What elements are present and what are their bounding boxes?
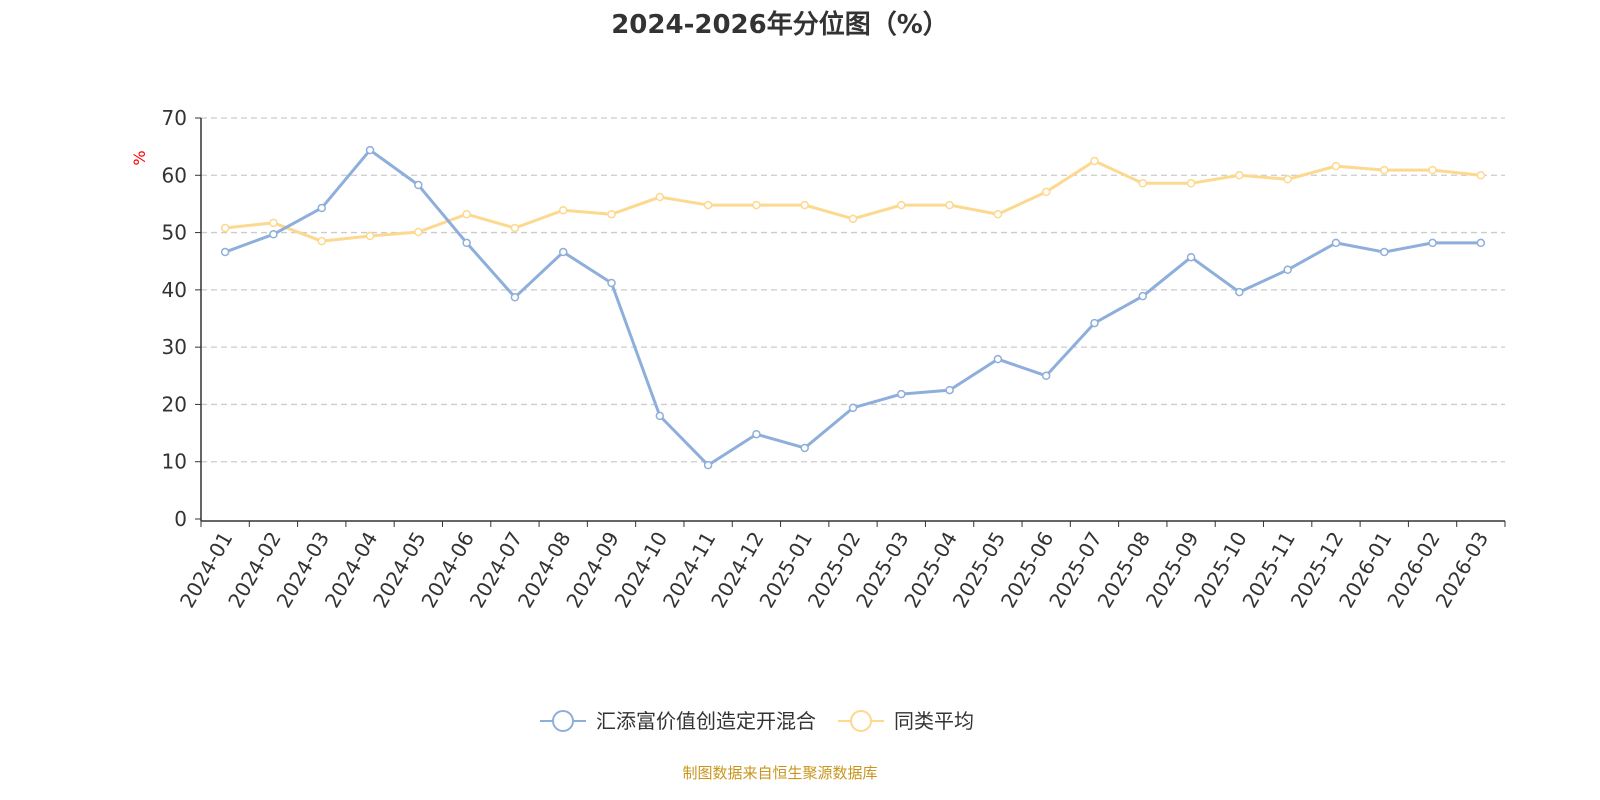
data-point bbox=[510, 293, 520, 302]
legend-marker bbox=[850, 710, 872, 732]
data-source-note: 制图数据来自恒生聚源数据库 bbox=[682, 764, 878, 782]
series-line bbox=[224, 148, 1481, 467]
data-point bbox=[317, 236, 326, 246]
y-tick-label: 70 bbox=[162, 106, 187, 130]
data-point bbox=[269, 218, 278, 228]
data-point bbox=[1476, 238, 1486, 248]
data-point bbox=[1380, 247, 1389, 257]
data-point bbox=[993, 354, 1003, 364]
data-point bbox=[848, 403, 858, 413]
data-point bbox=[945, 385, 954, 395]
data-point bbox=[1041, 187, 1051, 197]
data-point bbox=[1331, 238, 1341, 248]
data-point bbox=[1283, 265, 1292, 275]
data-point bbox=[897, 200, 906, 210]
data-point bbox=[752, 429, 761, 439]
data-point bbox=[607, 278, 616, 288]
data-point bbox=[1090, 318, 1099, 328]
data-point bbox=[1428, 165, 1437, 175]
data-point bbox=[1090, 156, 1099, 166]
data-point bbox=[1476, 171, 1486, 180]
data-point bbox=[462, 238, 471, 248]
data-point bbox=[414, 227, 423, 237]
data-point bbox=[655, 411, 665, 421]
y-tick-label: 60 bbox=[162, 163, 187, 187]
data-point bbox=[462, 209, 471, 219]
y-tick-label: 30 bbox=[162, 335, 187, 359]
data-point bbox=[703, 200, 713, 210]
data-point bbox=[1428, 238, 1437, 248]
data-point bbox=[510, 223, 520, 233]
data-point bbox=[365, 145, 375, 155]
data-point bbox=[414, 180, 423, 190]
data-point bbox=[1138, 291, 1148, 301]
data-point bbox=[220, 247, 230, 257]
data-point bbox=[1186, 179, 1196, 188]
data-point bbox=[848, 214, 858, 224]
data-point bbox=[220, 223, 230, 233]
y-tick-label: 10 bbox=[162, 450, 187, 474]
y-axis-label: % bbox=[130, 150, 149, 165]
data-point bbox=[655, 192, 665, 202]
data-point bbox=[1380, 165, 1389, 175]
data-point bbox=[1138, 179, 1148, 188]
data-point bbox=[1235, 287, 1244, 297]
y-tick-label: 0 bbox=[174, 507, 187, 531]
data-point bbox=[1331, 161, 1341, 171]
data-point bbox=[558, 247, 568, 257]
data-point bbox=[269, 230, 278, 239]
y-tick-label: 20 bbox=[162, 392, 187, 416]
y-tick-label: 40 bbox=[162, 278, 187, 302]
data-point bbox=[1041, 371, 1051, 381]
data-point bbox=[1283, 175, 1292, 184]
data-point bbox=[800, 200, 809, 210]
data-point bbox=[607, 209, 616, 219]
data-point bbox=[365, 231, 375, 241]
data-point bbox=[1235, 171, 1244, 180]
data-point bbox=[945, 200, 954, 210]
data-point bbox=[897, 389, 906, 399]
data-point bbox=[1186, 252, 1196, 262]
chart-title: 2024-2026年分位图（%） bbox=[611, 10, 949, 40]
data-point bbox=[558, 205, 568, 215]
data-point bbox=[317, 203, 326, 213]
legend-marker bbox=[552, 710, 574, 732]
data-point bbox=[993, 209, 1003, 219]
series-line bbox=[224, 159, 1482, 243]
legend-label: 同类平均 bbox=[894, 709, 974, 733]
y-tick-label: 50 bbox=[162, 221, 187, 245]
legend-label: 汇添富价值创造定开混合 bbox=[596, 709, 816, 733]
data-point bbox=[800, 443, 809, 453]
data-point bbox=[703, 460, 713, 470]
data-point bbox=[752, 200, 761, 210]
